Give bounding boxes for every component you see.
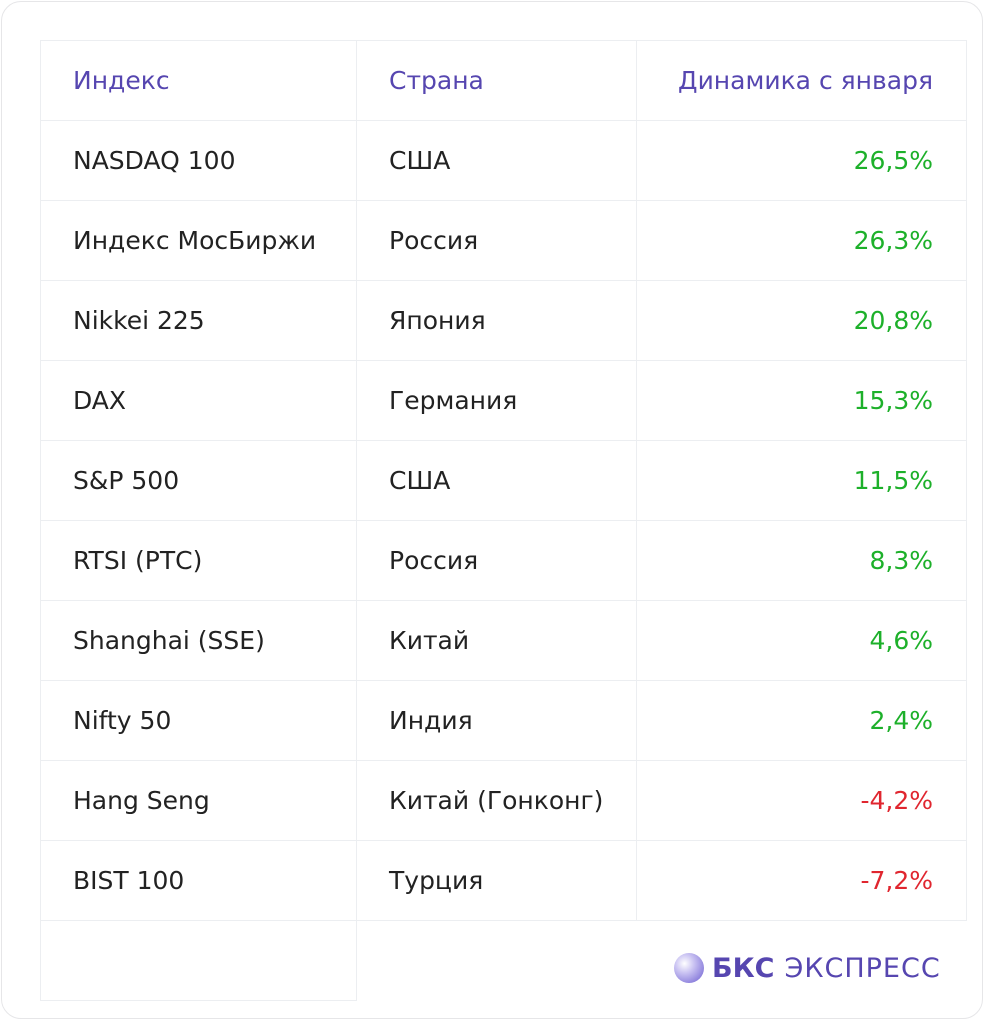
header-cell: Страна xyxy=(356,40,637,121)
change-cell: 26,3% xyxy=(636,200,967,281)
table-cell-text: Индекс МосБиржи xyxy=(73,226,317,255)
table-cell: Shanghai (SSE) xyxy=(40,600,357,681)
table-cell-text: Hang Seng xyxy=(73,786,210,815)
change-cell: 26,5% xyxy=(636,120,967,201)
table-cell-text: RTSI (РТС) xyxy=(73,546,203,575)
table-cell: Индекс МосБиржи xyxy=(40,200,357,281)
logo-brand: БКС xyxy=(712,952,775,984)
logo-icon xyxy=(674,953,704,983)
table-cell: Россия xyxy=(356,200,637,281)
change-cell: 8,3% xyxy=(636,520,967,601)
empty-cell xyxy=(40,920,357,1001)
header-cell: Индекс xyxy=(40,40,357,121)
change-cell-text: 8,3% xyxy=(869,546,933,575)
table-cell-text: Россия xyxy=(389,226,479,255)
header-cell-text: Динамика с января xyxy=(678,66,933,95)
table-cell: США xyxy=(356,440,637,521)
change-cell: 15,3% xyxy=(636,360,967,441)
change-cell-text: 20,8% xyxy=(853,306,933,335)
table-cell: NASDAQ 100 xyxy=(40,120,357,201)
table-cell-text: Китай (Гонконг) xyxy=(389,786,604,815)
change-cell-text: -4,2% xyxy=(860,786,933,815)
table-cell-text: Япония xyxy=(389,306,486,335)
table-cell-text: Россия xyxy=(389,546,479,575)
table-cell: Индия xyxy=(356,680,637,761)
table-cell-text: DAX xyxy=(73,386,127,415)
table-cell-text: NASDAQ 100 xyxy=(73,146,236,175)
change-cell: -4,2% xyxy=(636,760,967,841)
table-cell-text: Германия xyxy=(389,386,518,415)
table-cell: Япония xyxy=(356,280,637,361)
table-cell-text: Китай xyxy=(389,626,470,655)
change-cell-text: 26,5% xyxy=(853,146,933,175)
change-cell-text: 15,3% xyxy=(853,386,933,415)
change-cell: 20,8% xyxy=(636,280,967,361)
table-cell-text: США xyxy=(389,146,451,175)
change-cell-text: 26,3% xyxy=(853,226,933,255)
table-cell: Nikkei 225 xyxy=(40,280,357,361)
table-cell: BIST 100 xyxy=(40,840,357,921)
table-cell-text: BIST 100 xyxy=(73,866,185,895)
change-cell-text: 11,5% xyxy=(853,466,933,495)
table-cell: США xyxy=(356,120,637,201)
table-cell: Китай (Гонконг) xyxy=(356,760,637,841)
change-cell-text: -7,2% xyxy=(860,866,933,895)
table-cell: Китай xyxy=(356,600,637,681)
change-cell: 2,4% xyxy=(636,680,967,761)
table-cell: Nifty 50 xyxy=(40,680,357,761)
table-cell-text: Nifty 50 xyxy=(73,706,172,735)
table-cell: RTSI (РТС) xyxy=(40,520,357,601)
table-cell-text: США xyxy=(389,466,451,495)
change-cell-text: 2,4% xyxy=(869,706,933,735)
table-cell-text: Shanghai (SSE) xyxy=(73,626,265,655)
change-cell: 4,6% xyxy=(636,600,967,681)
logo-product: ЭКСПРЕСС xyxy=(784,952,941,984)
change-cell-text: 4,6% xyxy=(869,626,933,655)
change-cell: -7,2% xyxy=(636,840,967,921)
table-cell: DAX xyxy=(40,360,357,441)
table-cell: Hang Seng xyxy=(40,760,357,841)
table-cell: Турция xyxy=(356,840,637,921)
table-cell-text: S&P 500 xyxy=(73,466,180,495)
header-cell-text: Индекс xyxy=(73,66,170,95)
change-cell: 11,5% xyxy=(636,440,967,521)
table-cell: Россия xyxy=(356,520,637,601)
table-cell: Германия xyxy=(356,360,637,441)
logo: БКС ЭКСПРЕСС xyxy=(674,952,941,984)
header-cell-text: Страна xyxy=(389,66,484,95)
table-cell-text: Индия xyxy=(389,706,473,735)
table-cell-text: Турция xyxy=(389,866,484,895)
table-cell-text: Nikkei 225 xyxy=(73,306,205,335)
table-cell: S&P 500 xyxy=(40,440,357,521)
header-cell: Динамика с января xyxy=(636,40,967,121)
